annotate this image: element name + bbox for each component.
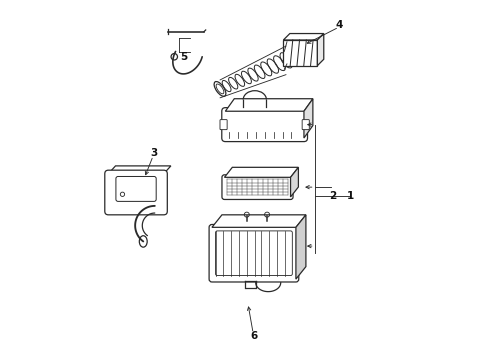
Text: 2: 2: [329, 191, 336, 201]
Polygon shape: [212, 215, 306, 227]
FancyBboxPatch shape: [220, 120, 227, 130]
Polygon shape: [225, 99, 313, 111]
Text: 3: 3: [150, 148, 157, 158]
Polygon shape: [318, 33, 324, 66]
FancyBboxPatch shape: [222, 175, 293, 199]
Polygon shape: [283, 33, 324, 40]
FancyBboxPatch shape: [209, 225, 299, 282]
Text: 6: 6: [250, 332, 258, 342]
Text: 5: 5: [181, 52, 188, 62]
Polygon shape: [224, 167, 298, 177]
Polygon shape: [291, 167, 298, 197]
FancyBboxPatch shape: [105, 170, 167, 215]
Text: 1: 1: [347, 191, 354, 201]
Text: 4: 4: [336, 19, 343, 30]
Polygon shape: [304, 99, 313, 138]
FancyBboxPatch shape: [302, 120, 309, 130]
Circle shape: [171, 54, 177, 60]
Ellipse shape: [139, 236, 147, 247]
Polygon shape: [108, 166, 171, 174]
Polygon shape: [296, 215, 306, 279]
Ellipse shape: [214, 81, 226, 96]
Polygon shape: [283, 40, 318, 66]
FancyBboxPatch shape: [222, 108, 308, 141]
